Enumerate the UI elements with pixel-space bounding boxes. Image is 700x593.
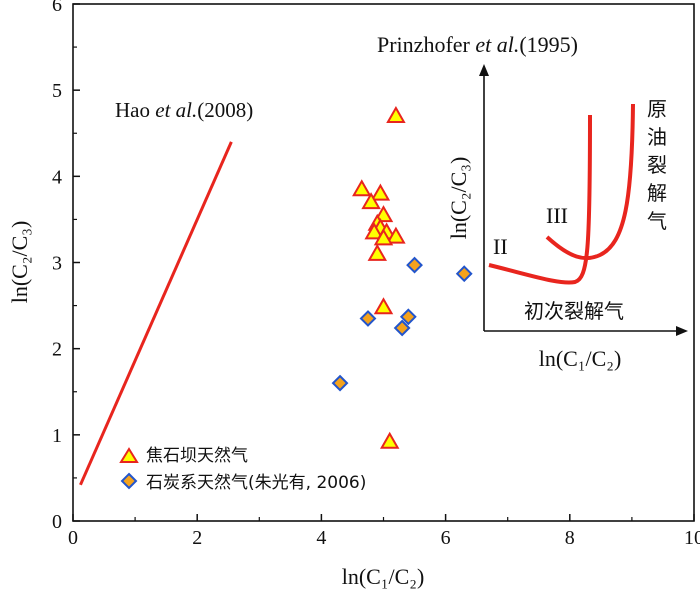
x-axis-label: ln(C₁/C₂)	[342, 564, 425, 589]
inset-oil-cracking-char: 油	[647, 125, 667, 149]
x-tick-label: 0	[68, 527, 78, 549]
y-tick-label: 3	[52, 253, 62, 275]
y-axis-label: ln(C₂/C₃)	[7, 221, 32, 304]
triangle-point	[379, 431, 400, 449]
y-tick-label: 1	[52, 425, 62, 447]
triangle-point	[373, 228, 394, 246]
diamond-point	[406, 256, 423, 274]
y-tick-label: 2	[52, 339, 62, 361]
hao-annotation-suffix: (2008)	[197, 98, 253, 122]
triangle-point	[370, 183, 391, 201]
x-tick-label: 4	[316, 527, 326, 549]
triangle-point	[367, 243, 388, 261]
inset-curve-type-II	[488, 114, 592, 285]
hao-annotation: Hao et al.(2008)	[115, 98, 253, 122]
diamond-point	[359, 310, 377, 327]
x-tick-label: 2	[192, 527, 202, 549]
legend-triangle-marker	[119, 447, 139, 463]
inset-label-III: III	[546, 203, 568, 228]
axis-tick-labels: 0 2 4 6 8 10 0 1 2 3 4 5 6	[52, 0, 700, 549]
inset-primary-cracking-label: 初次裂解气	[524, 299, 624, 323]
inset-label-II: II	[493, 234, 508, 259]
inset-curve-type-III	[545, 103, 635, 261]
triangle-point	[373, 297, 394, 315]
inset-oil-cracking-char: 原	[647, 97, 667, 121]
y-tick-label: 6	[52, 0, 62, 16]
inset-oil-cracking-char: 裂	[647, 153, 667, 177]
legend-label-carboniferous: 石炭系天然气(朱光有, 2006)	[146, 473, 366, 493]
hao-annotation-italic: et al.	[155, 98, 197, 122]
hao-reference-line	[79, 141, 233, 486]
inset-title-italic: et al.	[475, 32, 519, 57]
inset-oil-cracking-char: 解	[647, 181, 667, 205]
inset-schematic: Prinzhofer et al.(1995) ln(C₂/C₃) ln(C₁/…	[377, 32, 688, 371]
data-points	[331, 106, 473, 449]
legend: 焦石坝天然气 石炭系天然气(朱光有, 2006)	[119, 446, 366, 493]
hao-annotation-prefix: Hao	[115, 98, 155, 122]
diamond-point	[399, 308, 417, 326]
inset-y-arrow	[479, 64, 489, 76]
y-tick-label: 4	[52, 166, 62, 188]
inset-title-prefix: Prinzhofer	[377, 32, 475, 57]
legend-label-jiaoshiba: 焦石坝天然气	[146, 446, 248, 466]
inset-y-label: ln(C₂/C₃)	[446, 157, 471, 240]
diamond-point	[455, 265, 473, 283]
triangle-point	[386, 226, 406, 244]
inset-x-label: ln(C₁/C₂)	[539, 346, 622, 371]
x-tick-label: 6	[441, 527, 451, 549]
diamond-point	[331, 374, 349, 392]
axis-ticks	[72, 3, 695, 522]
legend-diamond-marker	[120, 472, 138, 490]
triangle-point	[364, 222, 384, 240]
y-tick-label: 0	[52, 511, 62, 533]
inset-title-suffix: (1995)	[519, 32, 578, 57]
x-tick-label: 8	[565, 527, 575, 549]
inset-x-arrow	[676, 326, 688, 336]
diamond-point	[393, 319, 411, 337]
x-tick-label: 10	[684, 527, 700, 549]
triangle-point	[386, 106, 406, 124]
inset-oil-cracking-label: 原 油 裂 解 气	[647, 97, 667, 233]
inset-title: Prinzhofer et al.(1995)	[377, 32, 578, 57]
triangle-point	[361, 192, 381, 210]
inset-oil-cracking-char: 气	[647, 209, 667, 233]
y-tick-label: 5	[52, 80, 62, 102]
triangle-point	[352, 179, 372, 197]
